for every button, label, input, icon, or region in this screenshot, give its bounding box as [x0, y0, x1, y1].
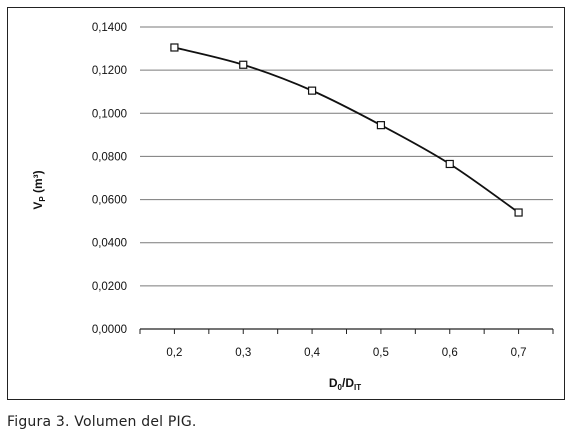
y-tick-label: 0,0600	[92, 195, 127, 207]
x-tick-label: 0,6	[442, 347, 458, 359]
x-tick-label: 0,7	[511, 347, 527, 359]
y-tick-label: 0,1200	[92, 65, 127, 77]
data-point-marker	[239, 60, 248, 69]
chart-frame	[7, 7, 565, 400]
y-tick-label: 0,1400	[92, 22, 127, 34]
x-tick-label: 0,4	[304, 347, 321, 359]
y-tick-label: 0,0800	[92, 151, 127, 163]
series-line	[174, 46, 520, 214]
gridlines	[140, 26, 553, 330]
x-tick-label: 0,5	[373, 347, 389, 359]
x-axis-title: D0/DIT	[329, 376, 361, 392]
x-tick-label: 0,2	[166, 347, 182, 359]
y-tick-label: 0,1000	[92, 108, 127, 120]
x-axis-ticks	[139, 329, 554, 334]
y-tick-label: 0,0400	[92, 238, 127, 250]
data-point-marker	[170, 43, 179, 52]
y-tick-label: 0,0000	[92, 324, 127, 336]
x-tick-labels: 0,2 0,3 0,4 0,5 0,6 0,7	[166, 347, 526, 359]
y-tick-labels: 0,0000 0,0200 0,0400 0,0600 0,0800 0,1000 0,12…	[92, 22, 127, 336]
y-tick-label: 0,0200	[92, 281, 127, 293]
series-markers	[170, 43, 523, 217]
data-point-marker	[445, 159, 454, 169]
x-tick-label: 0,3	[235, 347, 251, 359]
y-axis-title: VP (m³)	[31, 170, 47, 209]
data-point-marker	[376, 121, 386, 130]
data-point-marker	[514, 208, 523, 217]
figure-caption: Figura 3. Volumen del PIG.	[7, 414, 197, 430]
data-point-marker	[307, 86, 317, 95]
